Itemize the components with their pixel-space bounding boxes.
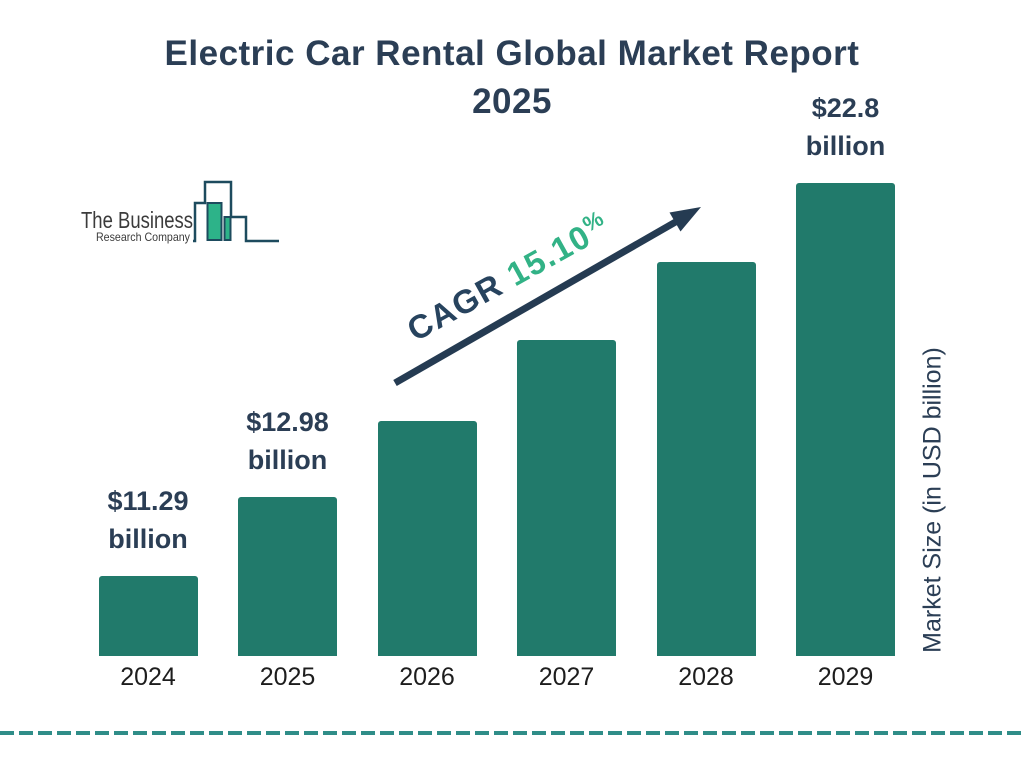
x-tick-2026: 2026 <box>399 663 455 691</box>
bar-2029 <box>796 183 895 656</box>
x-tick-2027: 2027 <box>538 663 595 691</box>
page-title-line2: 2025 <box>472 82 552 121</box>
bar-2024 <box>98 576 198 656</box>
bar-2027 <box>517 340 616 656</box>
x-tick-2028: 2028 <box>678 663 734 691</box>
bottom-dashed-line <box>0 731 1024 735</box>
value-label-2029: $22.8 billion <box>805 93 886 161</box>
x-tick-2024: 2024 <box>120 663 176 691</box>
x-tick-2029: 2029 <box>817 663 874 691</box>
logo-subname-text: Research Company <box>96 230 190 244</box>
bar-2025 <box>238 497 337 656</box>
value-label-2024: $11.29 billion <box>107 486 189 554</box>
logo-name-text: The Business <box>81 207 193 233</box>
value-label-2025: $12.98 billion <box>246 407 329 475</box>
logo-bar-chart-icon <box>193 180 279 243</box>
bar-2028 <box>656 262 756 656</box>
x-tick-2025: 2025 <box>259 663 316 691</box>
right-axis-label: Market Size (in USD billion) <box>918 347 947 653</box>
company-logo: The Business Research Company <box>81 180 279 244</box>
bar-2026 <box>377 421 477 656</box>
page-title: Electric Car Rental Global Market Report… <box>0 30 1024 126</box>
page-title-line1: Electric Car Rental Global Market Report <box>164 34 860 73</box>
